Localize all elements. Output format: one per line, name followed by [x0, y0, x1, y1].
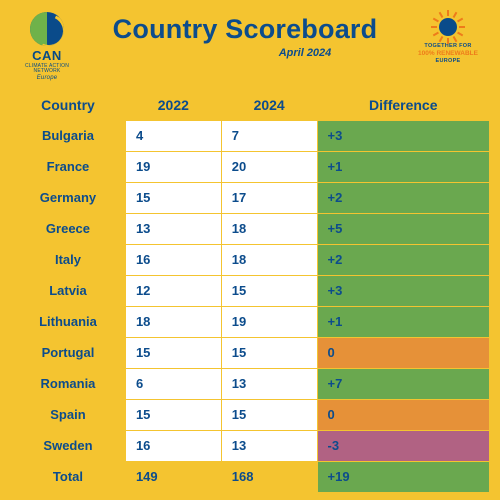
cell-2022: 15: [125, 399, 221, 430]
cell-2024: 17: [221, 182, 317, 213]
table-row: Romania613+7: [11, 368, 490, 399]
cell-2022: 13: [125, 213, 221, 244]
cell-2022: 6: [125, 368, 221, 399]
cell-difference: 0: [317, 337, 489, 368]
table-row: Germany1517+2: [11, 182, 490, 213]
title-block: Country Scoreboard April 2024: [78, 12, 412, 59]
cell-2024: 168: [221, 461, 317, 492]
header: CAN CLIMATE ACTION NETWORKEurope Country…: [10, 8, 490, 83]
cell-country: Sweden: [11, 430, 126, 461]
cell-difference: +3: [317, 120, 489, 151]
can-logo-text: CAN: [32, 48, 62, 63]
col-header-2024: 2024: [221, 89, 317, 120]
cell-country: Total: [11, 461, 126, 492]
page-root: CAN CLIMATE ACTION NETWORKEurope Country…: [0, 0, 500, 500]
col-header-difference: Difference: [317, 89, 489, 120]
cell-2022: 15: [125, 182, 221, 213]
table-row: Latvia1215+3: [11, 275, 490, 306]
cell-2022: 4: [125, 120, 221, 151]
table-row: Sweden1613-3: [11, 430, 490, 461]
cell-2024: 18: [221, 244, 317, 275]
col-header-2022: 2022: [125, 89, 221, 120]
sun-icon: [433, 12, 463, 42]
can-logo-subtext: CLIMATE ACTION NETWORKEurope: [16, 64, 78, 81]
cell-country: Italy: [11, 244, 126, 275]
cell-2022: 15: [125, 337, 221, 368]
cell-2024: 15: [221, 275, 317, 306]
table-row: Portugal15150: [11, 337, 490, 368]
cell-2024: 15: [221, 337, 317, 368]
cell-2022: 16: [125, 244, 221, 275]
cell-difference: +3: [317, 275, 489, 306]
renewable-logo: TOGETHER FOR 100% RENEWABLE EUROPE: [412, 12, 484, 64]
cell-difference: 0: [317, 399, 489, 430]
can-logo-icon: [30, 12, 64, 46]
cell-difference: +1: [317, 306, 489, 337]
table-row: Bulgaria47+3: [11, 120, 490, 151]
cell-country: Spain: [11, 399, 126, 430]
col-header-country: Country: [11, 89, 126, 120]
cell-2024: 13: [221, 430, 317, 461]
cell-country: Romania: [11, 368, 126, 399]
cell-difference: +1: [317, 151, 489, 182]
table-body: Bulgaria47+3France1920+1Germany1517+2Gre…: [11, 120, 490, 492]
table-row: Italy1618+2: [11, 244, 490, 275]
table-row: Spain15150: [11, 399, 490, 430]
total-row: Total149168+19: [11, 461, 490, 492]
cell-difference: +5: [317, 213, 489, 244]
cell-2024: 7: [221, 120, 317, 151]
cell-country: Greece: [11, 213, 126, 244]
cell-2022: 12: [125, 275, 221, 306]
cell-country: Bulgaria: [11, 120, 126, 151]
can-logo: CAN CLIMATE ACTION NETWORKEurope: [16, 12, 78, 81]
cell-2022: 18: [125, 306, 221, 337]
cell-country: Latvia: [11, 275, 126, 306]
cell-2024: 19: [221, 306, 317, 337]
cell-difference: -3: [317, 430, 489, 461]
table-row: Lithuania1819+1: [11, 306, 490, 337]
cell-country: France: [11, 151, 126, 182]
cell-difference: +7: [317, 368, 489, 399]
cell-difference: +2: [317, 244, 489, 275]
cell-2024: 13: [221, 368, 317, 399]
scoreboard-table: Country 2022 2024 Difference Bulgaria47+…: [10, 89, 490, 493]
cell-2024: 18: [221, 213, 317, 244]
cell-country: Germany: [11, 182, 126, 213]
cell-2024: 15: [221, 399, 317, 430]
cell-country: Lithuania: [11, 306, 126, 337]
table-row: France1920+1: [11, 151, 490, 182]
cell-2022: 149: [125, 461, 221, 492]
table-header: Country 2022 2024 Difference: [11, 89, 490, 120]
page-subtitle: April 2024: [78, 47, 412, 59]
cell-2022: 19: [125, 151, 221, 182]
cell-country: Portugal: [11, 337, 126, 368]
cell-2024: 20: [221, 151, 317, 182]
page-title: Country Scoreboard: [78, 14, 412, 45]
cell-2022: 16: [125, 430, 221, 461]
table-row: Greece1318+5: [11, 213, 490, 244]
cell-difference: +19: [317, 461, 489, 492]
cell-difference: +2: [317, 182, 489, 213]
